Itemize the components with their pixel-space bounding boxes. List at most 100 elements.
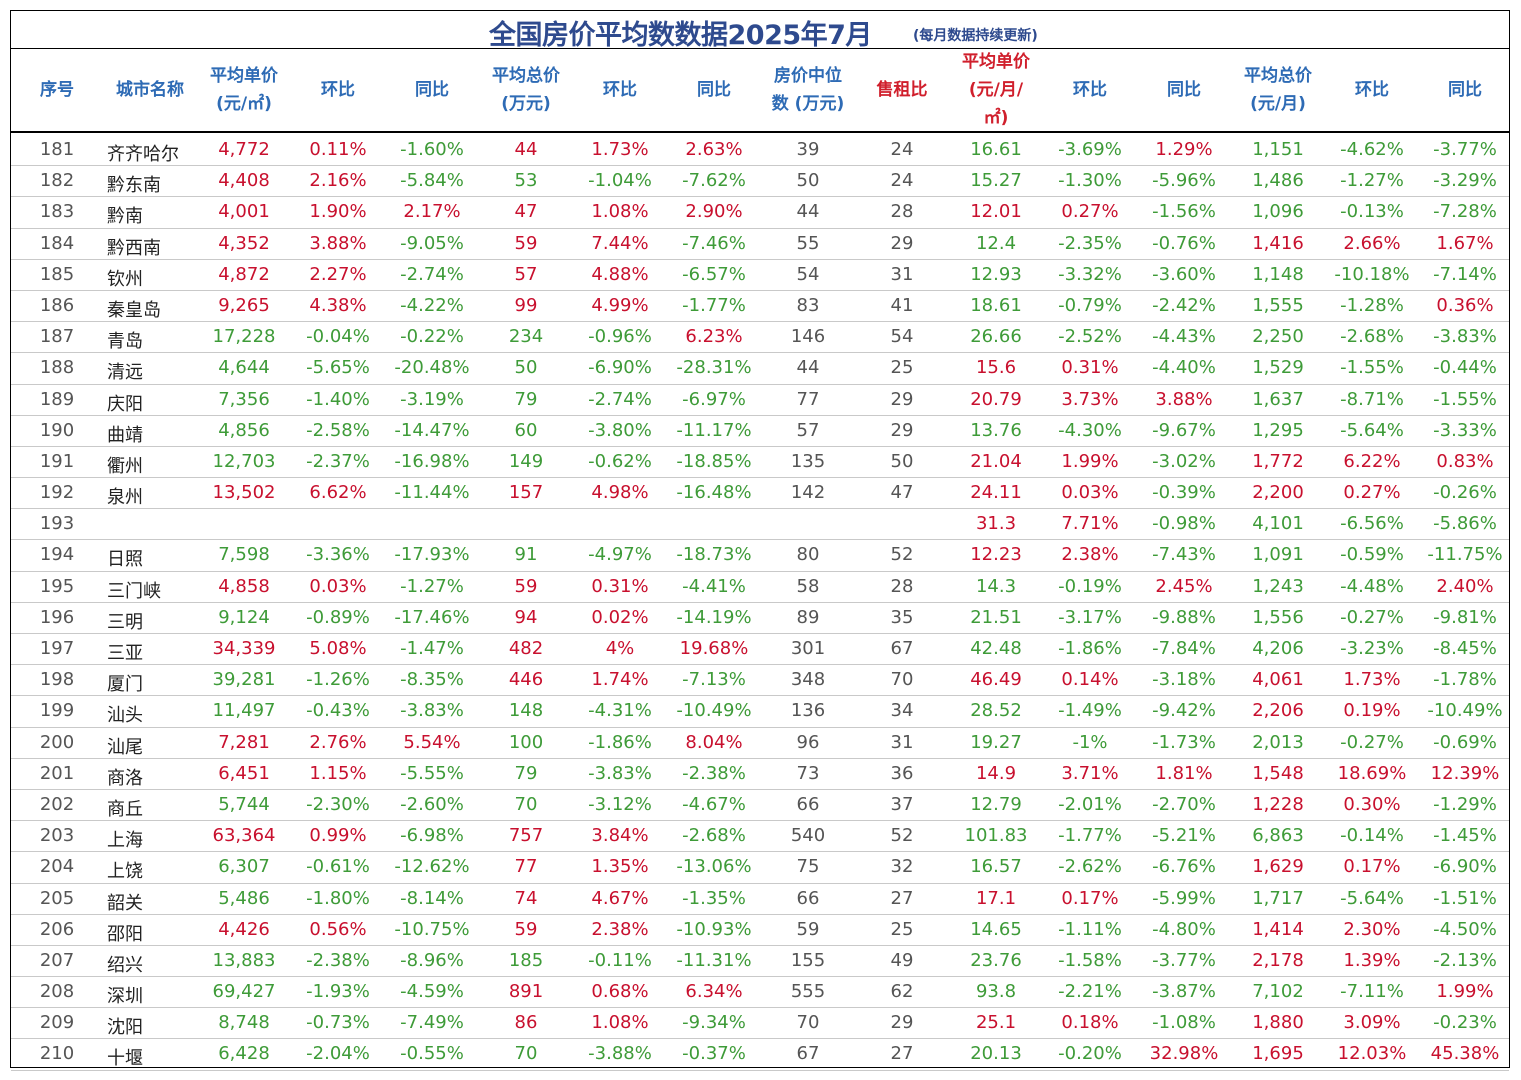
cell-rent-total-yoy: -0.44% xyxy=(1433,357,1497,379)
cell-rent-unit: 16.57 xyxy=(970,856,1022,878)
cell-rent-unit-mom: 0.17% xyxy=(1061,887,1119,909)
cell-total-mom: 3.84% xyxy=(591,825,649,847)
cell-unit-price: 4,352 xyxy=(218,232,270,254)
table-row: 197 三亚 34,339 5.08% -1.47% 482 4% 19.68% 301 67 42… xyxy=(11,634,1509,666)
cell-rent-unit-mom: -0.79% xyxy=(1058,294,1122,316)
cell-sale-rent-ratio: 35 xyxy=(890,606,914,628)
cell-total-yoy: 19.68% xyxy=(679,638,749,659)
header-city: 城市名称 xyxy=(116,80,184,100)
header-unit-price: 平均单价 (元/㎡) xyxy=(210,66,278,114)
cell-total-mom: 0.68% xyxy=(591,981,649,1003)
cell-unit-mom: 0.99% xyxy=(309,825,367,847)
cell-unit-yoy: -14.47% xyxy=(394,419,470,441)
cell-unit-yoy xyxy=(385,509,479,539)
cell-rent-unit-mom: 1.99% xyxy=(1061,450,1119,472)
cell-sale-rent-ratio: 32 xyxy=(890,856,914,878)
cell-total-mom: 1.35% xyxy=(591,856,649,878)
header-yoy-4: 同比 xyxy=(1448,80,1482,100)
cell-sale-rent-ratio: 41 xyxy=(890,294,914,316)
cell-rent-total-mom: 1.39% xyxy=(1343,949,1401,971)
table-row: 201 商洛 6,451 1.15% -5.55% 79 -3.83% -2.38% 73 36 1… xyxy=(11,759,1509,790)
cell-unit-mom: 2.16% xyxy=(309,170,367,192)
cell-total-price: 157 xyxy=(508,482,544,504)
table-row: 199 汕头 11,497 -0.43% -3.83% 148 -4.31% -10.49% 1… xyxy=(11,696,1509,728)
cell-total-yoy: -7.46% xyxy=(682,232,746,254)
cell-rent-total-mom: 2.30% xyxy=(1343,918,1401,940)
cell-unit-yoy: -6.98% xyxy=(400,825,464,847)
cell-rent-unit-yoy: -5.99% xyxy=(1152,887,1216,909)
header-mom-3: 环比 xyxy=(1073,80,1107,100)
cell-rent-unit: 25.1 xyxy=(975,1012,1017,1034)
cell-unit-mom: -2.04% xyxy=(306,1043,370,1065)
cell-total-yoy: 8.04% xyxy=(685,731,743,753)
cell-median: 136 xyxy=(790,700,826,722)
header-mom-2: 环比 xyxy=(603,80,637,100)
page-title: 全国房价平均数数据2025年7月 xyxy=(489,20,872,51)
cell-index: 184 xyxy=(39,232,75,254)
cell-index: 200 xyxy=(39,731,75,753)
cell-rent-total: 6,863 xyxy=(1252,825,1304,847)
table-row: 208 深圳 69,427 -1.93% -4.59% 891 0.68% 6.34% 555 6… xyxy=(11,977,1509,1009)
cell-rent-unit: 42.48 xyxy=(970,638,1022,659)
cell-unit-price: 4,872 xyxy=(218,263,270,285)
cell-unit-mom: -1.40% xyxy=(306,388,370,410)
header-yoy-2: 同比 xyxy=(697,80,731,100)
cell-city: 曲靖 xyxy=(107,424,143,446)
table-row: 198 厦门 39,281 -1.26% -8.35% 446 1.74% -7.13% 348… xyxy=(11,665,1509,697)
cell-city: 十堰 xyxy=(107,1048,143,1070)
cell-rent-total-yoy: -4.50% xyxy=(1433,918,1497,940)
cell-median: 83 xyxy=(796,294,820,316)
cell-rent-total: 1,772 xyxy=(1252,450,1304,472)
table-row: 181 齐齐哈尔 4,772 0.11% -1.60% 44 1.73% 2.63% 39 24 1… xyxy=(11,135,1509,167)
cell-rent-total-yoy: -3.29% xyxy=(1433,170,1497,192)
cell-total-price: 70 xyxy=(514,793,538,815)
cell-index: 208 xyxy=(39,981,75,1003)
cell-unit-yoy: -12.62% xyxy=(394,856,470,878)
cell-unit-price: 12,703 xyxy=(212,450,276,472)
cell-rent-total-mom: -8.71% xyxy=(1340,388,1404,410)
cell-city: 泉州 xyxy=(107,487,143,509)
cell-total-mom: -4.97% xyxy=(588,544,652,566)
cell-rent-unit: 17.1 xyxy=(975,887,1017,909)
cell-rent-unit-yoy: -2.42% xyxy=(1152,294,1216,316)
cell-total-yoy: 6.34% xyxy=(685,981,743,1003)
cell-index: 205 xyxy=(39,887,75,909)
cell-median: 59 xyxy=(796,918,820,940)
cell-rent-unit-mom: -1% xyxy=(1072,731,1108,753)
cell-unit-price: 8,748 xyxy=(218,1012,270,1034)
cell-index: 185 xyxy=(39,263,75,285)
cell-unit-yoy: -20.48% xyxy=(394,357,470,379)
cell-total-yoy: 2.90% xyxy=(685,201,743,223)
cell-unit-yoy: -8.96% xyxy=(400,949,464,971)
cell-unit-mom: 1.90% xyxy=(309,201,367,223)
cell-rent-total-yoy: 45.38% xyxy=(1430,1043,1500,1065)
cell-unit-yoy: -2.74% xyxy=(400,263,464,285)
cell-unit-price: 13,883 xyxy=(212,949,276,971)
table-row: 194 日照 7,598 -3.36% -17.93% 91 -4.97% -18.73% 80… xyxy=(11,540,1509,572)
table-row: 184 黔西南 4,352 3.88% -9.05% 59 7.44% -7.46% 55 29 1… xyxy=(11,229,1509,260)
cell-unit-mom xyxy=(291,509,385,539)
cell-city: 黔东南 xyxy=(107,175,161,197)
cell-index: 191 xyxy=(39,450,75,472)
cell-total-mom: -6.90% xyxy=(588,357,652,379)
cell-median: 57 xyxy=(796,419,820,441)
cell-total-mom: -3.88% xyxy=(588,1043,652,1065)
cell-total-price: 44 xyxy=(514,139,538,160)
cell-rent-total-mom: 0.17% xyxy=(1343,856,1401,878)
cell-total-mom: -0.96% xyxy=(588,326,652,348)
cell-unit-mom: -3.36% xyxy=(306,544,370,566)
cell-total-yoy: -11.17% xyxy=(676,419,752,441)
cell-city: 齐齐哈尔 xyxy=(107,144,179,165)
cell-index: 193 xyxy=(39,513,75,535)
cell-total-mom: -0.11% xyxy=(588,949,652,971)
cell-median: 39 xyxy=(796,139,820,160)
cell-index: 209 xyxy=(39,1012,75,1034)
cell-total-mom: -1.04% xyxy=(588,170,652,192)
cell-city: 钦州 xyxy=(107,268,143,290)
cell-median: 301 xyxy=(790,638,826,659)
price-table-sheet: 全国房价平均数数据2025年7月 (每月数据持续更新) 序号 城市名称 平均单价… xyxy=(10,10,1510,1071)
cell-total-mom: 0.02% xyxy=(591,606,649,628)
cell-rent-unit-mom: 3.73% xyxy=(1061,388,1119,410)
cell-city: 秦皇岛 xyxy=(107,299,161,321)
cell-total-yoy: -9.34% xyxy=(682,1012,746,1034)
